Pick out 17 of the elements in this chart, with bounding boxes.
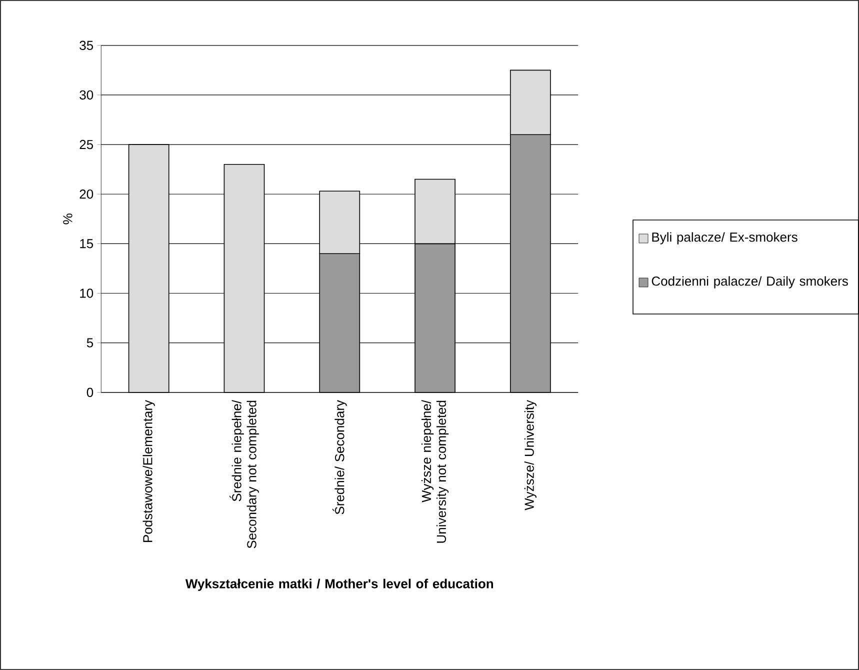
legend-label: Byli palacze/ Ex-smokers <box>652 232 798 244</box>
y-tick-label: 30 <box>80 90 94 100</box>
y-tick-label: 5 <box>86 338 94 348</box>
y-tick-label: 20 <box>80 190 94 199</box>
y-tick-label: 0 <box>86 388 94 397</box>
x-axis-title: Wykształcenie matki / Mother's level of education <box>185 578 494 591</box>
x-tick-label: Podstawowe/Elementary <box>142 400 155 542</box>
y-axis-title: % <box>63 214 72 224</box>
y-tick-label: 25 <box>80 140 94 150</box>
legend-label: Codzienni palacze/ Daily smokers <box>652 276 848 288</box>
y-tick-label: 10 <box>80 288 94 298</box>
x-tick-label: Średnie niepełne/ Secondary not completed <box>230 400 259 548</box>
x-tick-label: Średnie/ Secondary <box>332 400 347 514</box>
x-tick-label: Wyższe/ University <box>524 400 536 510</box>
y-tick-label: 35 <box>80 40 94 50</box>
x-tick-label: Wyższe niepełne/ University not completed <box>421 400 449 543</box>
y-tick-label: 15 <box>80 239 94 248</box>
